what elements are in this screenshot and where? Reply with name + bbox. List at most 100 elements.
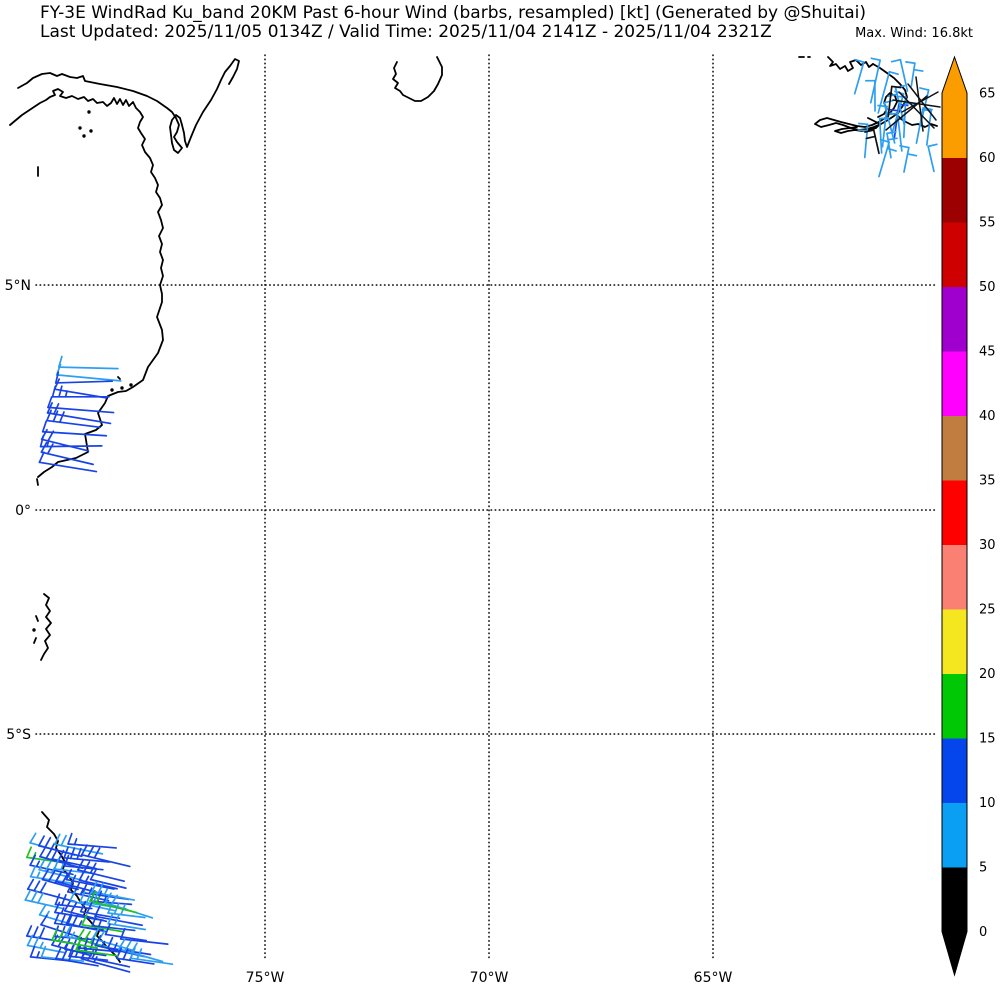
barb-tick [33,880,41,892]
coastline-path [827,56,874,72]
wind-barb [119,927,169,945]
barb-tick [67,832,73,845]
barb-tick [887,93,898,98]
barb-tick [44,860,52,873]
y-axis-tick-label: 5°S [6,727,31,743]
wind-barb [47,396,115,414]
y-axis-tick-label: 5°N [5,278,31,294]
barb-tick [39,941,44,949]
colorbar-outline [941,55,968,977]
barb-tick [888,70,899,76]
barb-tick [97,919,102,928]
barb-tick [90,881,98,893]
barb-tick [63,854,70,867]
wind-barb [104,923,148,942]
barb-tick [913,68,924,72]
barb-staff [63,865,104,871]
barb-tick [66,926,73,939]
barb-tick [61,894,67,906]
wind-barb [75,939,119,957]
barb-tick [54,947,62,960]
barb-staff [55,374,122,382]
barb-tick [75,939,82,951]
barb-staff [81,923,124,933]
wind-barb [38,451,98,473]
barb-tick [857,129,869,132]
barb-tick [33,935,40,948]
barb-tick [80,844,88,856]
barb-tick [36,871,41,879]
barb-staff [63,856,111,863]
black-wind-line [915,76,924,132]
barb-staff [69,900,116,912]
barb-tick [39,882,47,894]
max-wind-label: Max. Wind: 16.8kt [855,26,973,41]
wind-barb [91,948,131,968]
axis-tick-labels: 5°N 0° 5°S 75°W 70°W 65°W [5,278,733,986]
barb-tick [124,940,132,952]
barb-tick [52,410,59,423]
barb-staff [80,853,131,868]
barb-staff [51,858,97,870]
wind-barb [51,385,110,398]
barb-tick [36,951,40,959]
barb-staff [863,123,869,159]
wind-barb [883,99,896,144]
colorbar-tick-label: 5 [979,861,987,876]
barb-tick [89,862,97,874]
barb-tick [91,928,100,940]
barb-staff [925,109,933,146]
colorbar-tick-label: 45 [979,345,996,360]
barb-tick [854,58,865,63]
wind-barb [107,901,146,919]
island-dot [110,388,114,392]
island-dot [120,386,124,390]
colorbar [941,55,968,977]
barb-tick [104,892,112,904]
title-line-2: Last Updated: 2025/11/05 0134Z / Valid T… [40,22,772,42]
barb-tick [79,888,85,896]
barb-tick [57,930,64,942]
barb-staff [903,146,910,173]
wind-barb [89,869,127,889]
wind-barb [24,889,63,910]
barb-staff [853,61,865,95]
barb-staff [80,957,131,973]
barb-tick [53,857,60,870]
barb-tick [88,887,93,895]
barb-tick [103,888,109,896]
barb-tick [119,927,126,940]
barb-tick [73,838,78,846]
black-wind-line [885,95,928,131]
wind-barb [80,844,131,868]
wind-barb [107,912,147,931]
wind-barb [94,905,143,927]
barb-tick [83,930,91,942]
barb-staff [54,843,104,855]
barb-staff [57,366,119,370]
coastline-path [392,56,443,102]
barb-staff [883,101,896,144]
x-axis-tick-label: 65°W [694,970,733,986]
barb-tick [94,934,102,947]
barb-tick [38,904,47,916]
wind-barb [927,143,938,173]
colorbar-segment [942,351,967,416]
barb-tick [890,85,902,89]
barb-tick [26,878,35,890]
barb-tick [40,945,47,958]
wind-barb [63,846,111,863]
barb-tick [46,439,50,448]
wind-barb [878,138,897,178]
barb-tick [865,135,877,140]
wind-barb [65,868,115,890]
barb-tick [78,869,86,882]
barb-staff [46,419,102,429]
barb-staff [40,451,94,466]
wind-barb [865,79,876,112]
barb-tick [54,371,60,384]
barb-tick [51,385,57,398]
barb-staff [878,117,883,154]
barb-staff [39,445,103,448]
barb-tick [91,948,98,960]
